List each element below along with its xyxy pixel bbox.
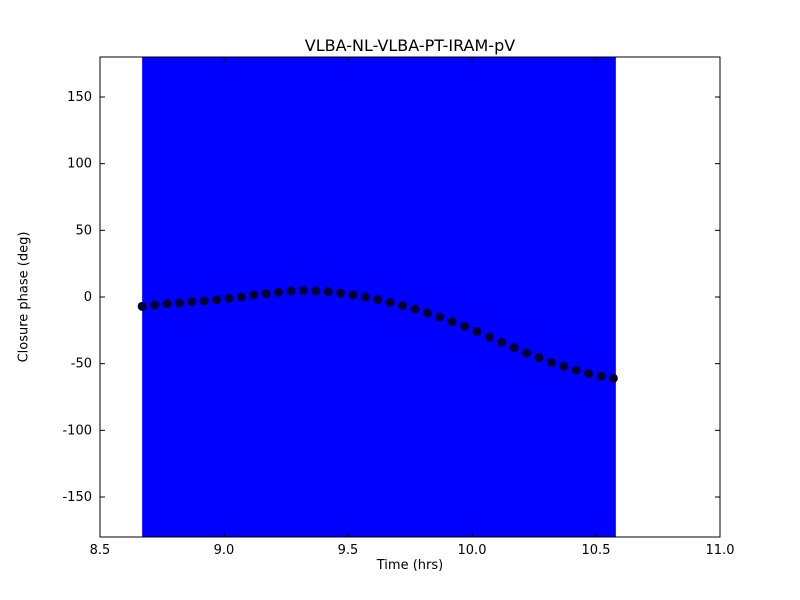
data-point (608, 373, 618, 383)
data-point (584, 369, 594, 379)
data-point (559, 361, 569, 371)
data-point (596, 371, 606, 381)
data-point (236, 292, 246, 302)
data-point (509, 343, 519, 353)
data-point (336, 288, 346, 298)
data-point (249, 290, 259, 300)
data-point (435, 312, 445, 322)
y-tick-label: -100 (62, 423, 92, 438)
data-point (571, 365, 581, 375)
y-tick-label: 100 (67, 157, 92, 172)
data-point (224, 293, 234, 303)
y-tick-label: 50 (75, 223, 92, 238)
data-point (187, 297, 197, 307)
x-axis-label: Time (hrs) (376, 558, 444, 573)
data-point (274, 287, 284, 297)
data-point (472, 327, 482, 337)
data-point (484, 332, 494, 342)
data-point (522, 348, 532, 358)
data-point (212, 295, 222, 305)
data-point (199, 296, 209, 306)
x-tick-label: 9.0 (214, 543, 235, 558)
data-point (311, 286, 321, 296)
data-point (323, 287, 333, 297)
data-point (137, 301, 147, 311)
data-point (286, 286, 296, 296)
data-point (385, 297, 395, 307)
data-point (150, 300, 160, 310)
chart-title: VLBA-NL-VLBA-PT-IRAM-pV (304, 36, 516, 55)
data-point (534, 353, 544, 363)
data-point (360, 292, 370, 302)
y-tick-label: -50 (71, 357, 92, 372)
data-point (398, 301, 408, 311)
data-point (460, 321, 470, 331)
data-point (261, 289, 271, 299)
x-tick-label: 10.5 (582, 543, 611, 558)
x-tick-label: 10.0 (458, 543, 487, 558)
data-point (410, 304, 420, 314)
y-tick-label: 0 (84, 290, 92, 305)
data-point (546, 357, 556, 367)
data-point (447, 317, 457, 327)
data-point (298, 285, 308, 295)
data-point (162, 299, 172, 309)
y-tick-label: -150 (62, 490, 92, 505)
data-point (497, 337, 507, 347)
data-point (174, 298, 184, 308)
data-point (422, 308, 432, 318)
data-point (373, 295, 383, 305)
x-tick-label: 9.5 (338, 543, 359, 558)
data-point (348, 290, 358, 300)
x-tick-label: 8.5 (90, 543, 111, 558)
x-tick-label: 11.0 (706, 543, 735, 558)
y-tick-label: 150 (67, 90, 92, 105)
